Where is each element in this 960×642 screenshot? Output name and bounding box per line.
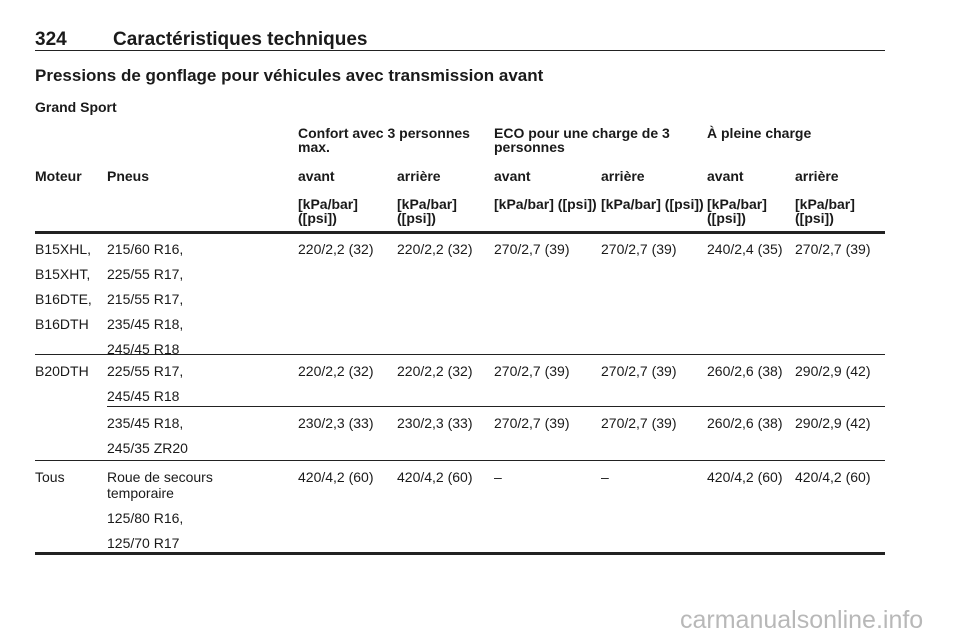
pressure-value: 420/4,2 (60) (298, 469, 374, 485)
pressure-value: 220/2,2 (32) (397, 363, 473, 379)
engine-cell: B20DTH (35, 363, 105, 388)
tyre: 215/60 R16, (107, 241, 184, 257)
pressure-value: 270/2,7 (39) (494, 241, 570, 257)
tyre: 215/55 R17, (107, 291, 184, 307)
row-rule (107, 406, 885, 407)
tyre: 235/45 R18, (107, 316, 184, 332)
unit-header: [kPa/bar] ([psi]) (397, 196, 457, 226)
table-rule (35, 231, 885, 234)
tyre-cell: 235/45 R18, 245/35 ZR20 (107, 415, 237, 465)
tyre: 225/55 R17, (107, 363, 184, 379)
table-rule (35, 552, 885, 555)
pressure-value: 220/2,2 (32) (298, 363, 374, 379)
tyre: 235/45 R18, (107, 415, 184, 431)
pressure-value: – (601, 469, 609, 485)
tyre: 245/35 ZR20 (107, 440, 188, 456)
tyre-cell: Roue de secours temporaire 125/80 R16, 125… (107, 469, 237, 560)
group-header: ECO pour une charge de 3 personnes (494, 125, 670, 155)
tyre: 245/45 R18 (107, 388, 180, 404)
tyre: 245/45 R18 (107, 341, 180, 357)
column-header: avant (298, 168, 335, 184)
header-rule (35, 50, 885, 51)
group-header: Confort avec 3 personnes max. (298, 125, 470, 155)
engine-cell: Tous (35, 469, 105, 494)
group-header: À pleine charge (707, 125, 812, 141)
unit-header: [kPa/bar] ([psi]) (298, 196, 358, 226)
unit-header: [kPa/bar] ([psi]) (795, 196, 855, 226)
column-header: avant (707, 168, 744, 184)
pressure-value: 240/2,4 (35) (707, 241, 783, 257)
pressure-value: 230/2,3 (33) (298, 415, 374, 431)
pressure-value: 220/2,2 (32) (298, 241, 374, 257)
engine: Tous (35, 469, 65, 485)
page-number: 324 (35, 29, 67, 50)
tyre: 125/70 R17 (107, 535, 180, 551)
tyre-cell: 215/60 R16, 225/55 R17, 215/55 R17, 235/45 … (107, 241, 237, 366)
engine: B16DTH (35, 316, 89, 332)
column-header: arrière (397, 168, 441, 184)
pressure-value: 230/2,3 (33) (397, 415, 473, 431)
subsection-title: Grand Sport (35, 99, 117, 115)
engine: B16DTE, (35, 291, 92, 307)
pressure-value: 270/2,7 (39) (494, 363, 570, 379)
engine-cell: B15XHL, B15XHT, B16DTE, B16DTH (35, 241, 105, 341)
pressure-value: 290/2,9 (42) (795, 415, 871, 431)
section-title: Pressions de gonflage pour véhicules ave… (35, 66, 544, 85)
tyre-cell: 225/55 R17, 245/45 R18 (107, 363, 237, 413)
pressure-value: 220/2,2 (32) (397, 241, 473, 257)
column-header: Pneus (107, 168, 150, 184)
pressure-value: – (494, 469, 502, 485)
unit-header: [kPa/bar] ([psi]) (707, 196, 767, 226)
row-rule (35, 460, 885, 461)
column-header: avant (494, 168, 531, 184)
row-rule (35, 354, 885, 355)
pressure-value: 270/2,7 (39) (494, 415, 570, 431)
pressure-value: 420/4,2 (60) (397, 469, 473, 485)
pressure-value: 420/4,2 (60) (795, 469, 871, 485)
pressure-value: 270/2,7 (39) (601, 363, 677, 379)
pressure-value: 270/2,7 (39) (601, 415, 677, 431)
pressure-value: 260/2,6 (38) (707, 363, 783, 379)
page-title: Caractéristiques techniques (113, 29, 368, 50)
pressure-value: 420/4,2 (60) (707, 469, 783, 485)
engine: B15XHL, (35, 241, 92, 257)
pressure-value: 290/2,9 (42) (795, 363, 871, 379)
pressure-value: 270/2,7 (39) (795, 241, 871, 257)
pressure-value: 270/2,7 (39) (601, 241, 677, 257)
watermark: carmanualsonline.info (680, 606, 924, 634)
tyre: Roue de secours temporaire (107, 469, 213, 501)
tyre: 125/80 R16, (107, 510, 184, 526)
column-header: arrière (601, 168, 645, 184)
unit-header: [kPa/bar] ([psi]) (601, 196, 704, 212)
engine: B20DTH (35, 363, 89, 379)
tyre: 225/55 R17, (107, 266, 184, 282)
column-header: arrière (795, 168, 839, 184)
pressure-value: 260/2,6 (38) (707, 415, 783, 431)
column-header: Moteur (35, 168, 82, 184)
engine: B15XHT, (35, 266, 91, 282)
unit-header: [kPa/bar] ([psi]) (494, 196, 597, 212)
